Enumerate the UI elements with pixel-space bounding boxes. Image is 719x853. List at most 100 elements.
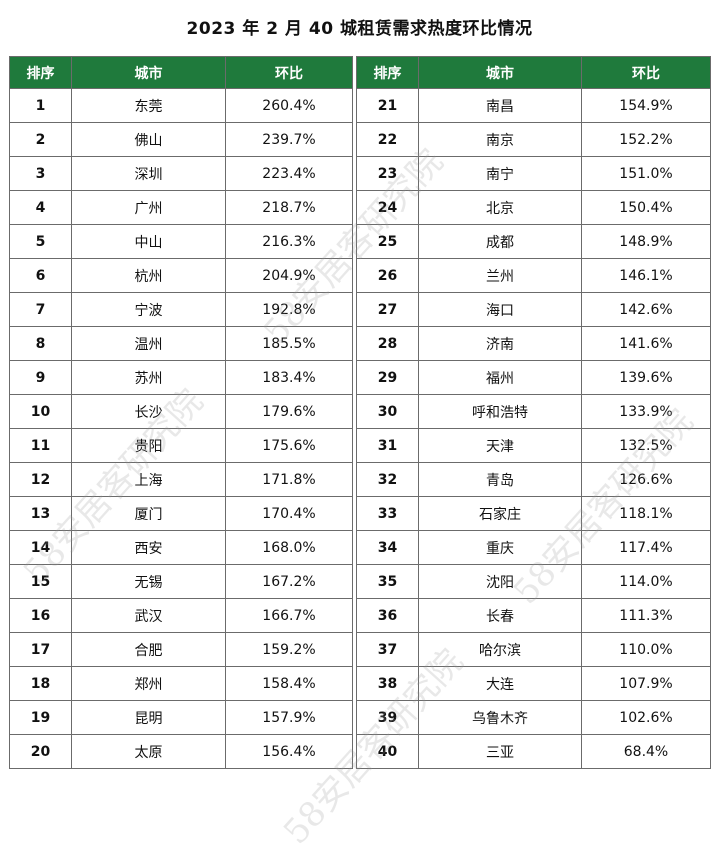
rank-cell: 33 (356, 496, 419, 531)
rank-cell: 24 (356, 190, 419, 225)
rank-cell: 11 (9, 428, 72, 463)
rank-cell: 30 (356, 394, 419, 429)
mom-cell: 179.6% (225, 394, 353, 429)
mom-cell: 216.3% (225, 224, 353, 259)
table-row: 19 昆明 157.9% 39 乌鲁木齐 102.6% (9, 700, 711, 735)
rank-cell: 27 (356, 292, 419, 327)
header-rank-right: 排序 (356, 56, 419, 89)
rank-cell: 29 (356, 360, 419, 395)
table-body: 1 东莞 260.4% 21 南昌 154.9% 2 佛山 239.7% 22 南京 152.2% 3 深… (9, 88, 711, 769)
mom-cell: 260.4% (225, 88, 353, 123)
city-cell: 哈尔滨 (418, 632, 582, 667)
rank-cell: 15 (9, 564, 72, 599)
mom-cell: 204.9% (225, 258, 353, 293)
rental-demand-table: 排序 城市 环比 排序 城市 环比 1 东莞 260.4% 21 南昌 154.9% 2 佛山… (9, 56, 711, 769)
table-row: 17 合肥 159.2% 37 哈尔滨 110.0% (9, 632, 711, 667)
page-title: 2023 年 2 月 40 城租赁需求热度环比情况 (186, 19, 533, 39)
mom-cell: 218.7% (225, 190, 353, 225)
mom-cell: 170.4% (225, 496, 353, 531)
rank-cell: 7 (9, 292, 72, 327)
rank-cell: 19 (9, 700, 72, 735)
rank-cell: 2 (9, 122, 72, 157)
mom-cell: 167.2% (225, 564, 353, 599)
city-cell: 天津 (418, 428, 582, 463)
rank-cell: 13 (9, 496, 72, 531)
city-cell: 南宁 (418, 156, 582, 191)
table-row: 5 中山 216.3% 25 成都 148.9% (9, 224, 711, 259)
city-cell: 贵阳 (71, 428, 226, 463)
header-rank-left: 排序 (9, 56, 72, 89)
city-cell: 东莞 (71, 88, 226, 123)
table-row: 3 深圳 223.4% 23 南宁 151.0% (9, 156, 711, 191)
mom-cell: 158.4% (225, 666, 353, 701)
rank-cell: 26 (356, 258, 419, 293)
header-mom-left: 环比 (225, 56, 353, 89)
city-cell: 中山 (71, 224, 226, 259)
city-cell: 重庆 (418, 530, 582, 565)
city-cell: 西安 (71, 530, 226, 565)
rank-cell: 14 (9, 530, 72, 565)
city-cell: 郑州 (71, 666, 226, 701)
mom-cell: 157.9% (225, 700, 353, 735)
city-cell: 兰州 (418, 258, 582, 293)
city-cell: 呼和浩特 (418, 394, 582, 429)
mom-cell: 68.4% (581, 734, 711, 769)
mom-cell: 183.4% (225, 360, 353, 395)
city-cell: 福州 (418, 360, 582, 395)
rank-cell: 16 (9, 598, 72, 633)
rank-cell: 31 (356, 428, 419, 463)
city-cell: 无锡 (71, 564, 226, 599)
column-gap (352, 56, 357, 89)
mom-cell: 132.5% (581, 428, 711, 463)
rank-cell: 25 (356, 224, 419, 259)
rank-cell: 18 (9, 666, 72, 701)
mom-cell: 148.9% (581, 224, 711, 259)
mom-cell: 152.2% (581, 122, 711, 157)
city-cell: 宁波 (71, 292, 226, 327)
rank-cell: 35 (356, 564, 419, 599)
rank-cell: 12 (9, 462, 72, 497)
mom-cell: 185.5% (225, 326, 353, 361)
mom-cell: 118.1% (581, 496, 711, 531)
rank-cell: 9 (9, 360, 72, 395)
header-city-right: 城市 (418, 56, 582, 89)
city-cell: 长沙 (71, 394, 226, 429)
city-cell: 深圳 (71, 156, 226, 191)
mom-cell: 159.2% (225, 632, 353, 667)
city-cell: 南昌 (418, 88, 582, 123)
mom-cell: 192.8% (225, 292, 353, 327)
rank-cell: 3 (9, 156, 72, 191)
mom-cell: 111.3% (581, 598, 711, 633)
rank-cell: 22 (356, 122, 419, 157)
city-cell: 大连 (418, 666, 582, 701)
mom-cell: 141.6% (581, 326, 711, 361)
mom-cell: 139.6% (581, 360, 711, 395)
city-cell: 南京 (418, 122, 582, 157)
table-row: 7 宁波 192.8% 27 海口 142.6% (9, 292, 711, 327)
table-row: 2 佛山 239.7% 22 南京 152.2% (9, 122, 711, 157)
rank-cell: 34 (356, 530, 419, 565)
table-row: 8 温州 185.5% 28 济南 141.6% (9, 326, 711, 361)
mom-cell: 239.7% (225, 122, 353, 157)
mom-cell: 156.4% (225, 734, 353, 769)
mom-cell: 126.6% (581, 462, 711, 497)
mom-cell: 168.0% (225, 530, 353, 565)
city-cell: 三亚 (418, 734, 582, 769)
rank-cell: 36 (356, 598, 419, 633)
rank-cell: 6 (9, 258, 72, 293)
rank-cell: 20 (9, 734, 72, 769)
rank-cell: 28 (356, 326, 419, 361)
mom-cell: 146.1% (581, 258, 711, 293)
city-cell: 杭州 (71, 258, 226, 293)
mom-cell: 110.0% (581, 632, 711, 667)
city-cell: 成都 (418, 224, 582, 259)
city-cell: 长春 (418, 598, 582, 633)
table-header-row: 排序 城市 环比 排序 城市 环比 (9, 56, 711, 89)
mom-cell: 150.4% (581, 190, 711, 225)
city-cell: 上海 (71, 462, 226, 497)
rank-cell: 4 (9, 190, 72, 225)
table-row: 20 太原 156.4% 40 三亚 68.4% (9, 734, 711, 769)
city-cell: 厦门 (71, 496, 226, 531)
mom-cell: 223.4% (225, 156, 353, 191)
mom-cell: 154.9% (581, 88, 711, 123)
